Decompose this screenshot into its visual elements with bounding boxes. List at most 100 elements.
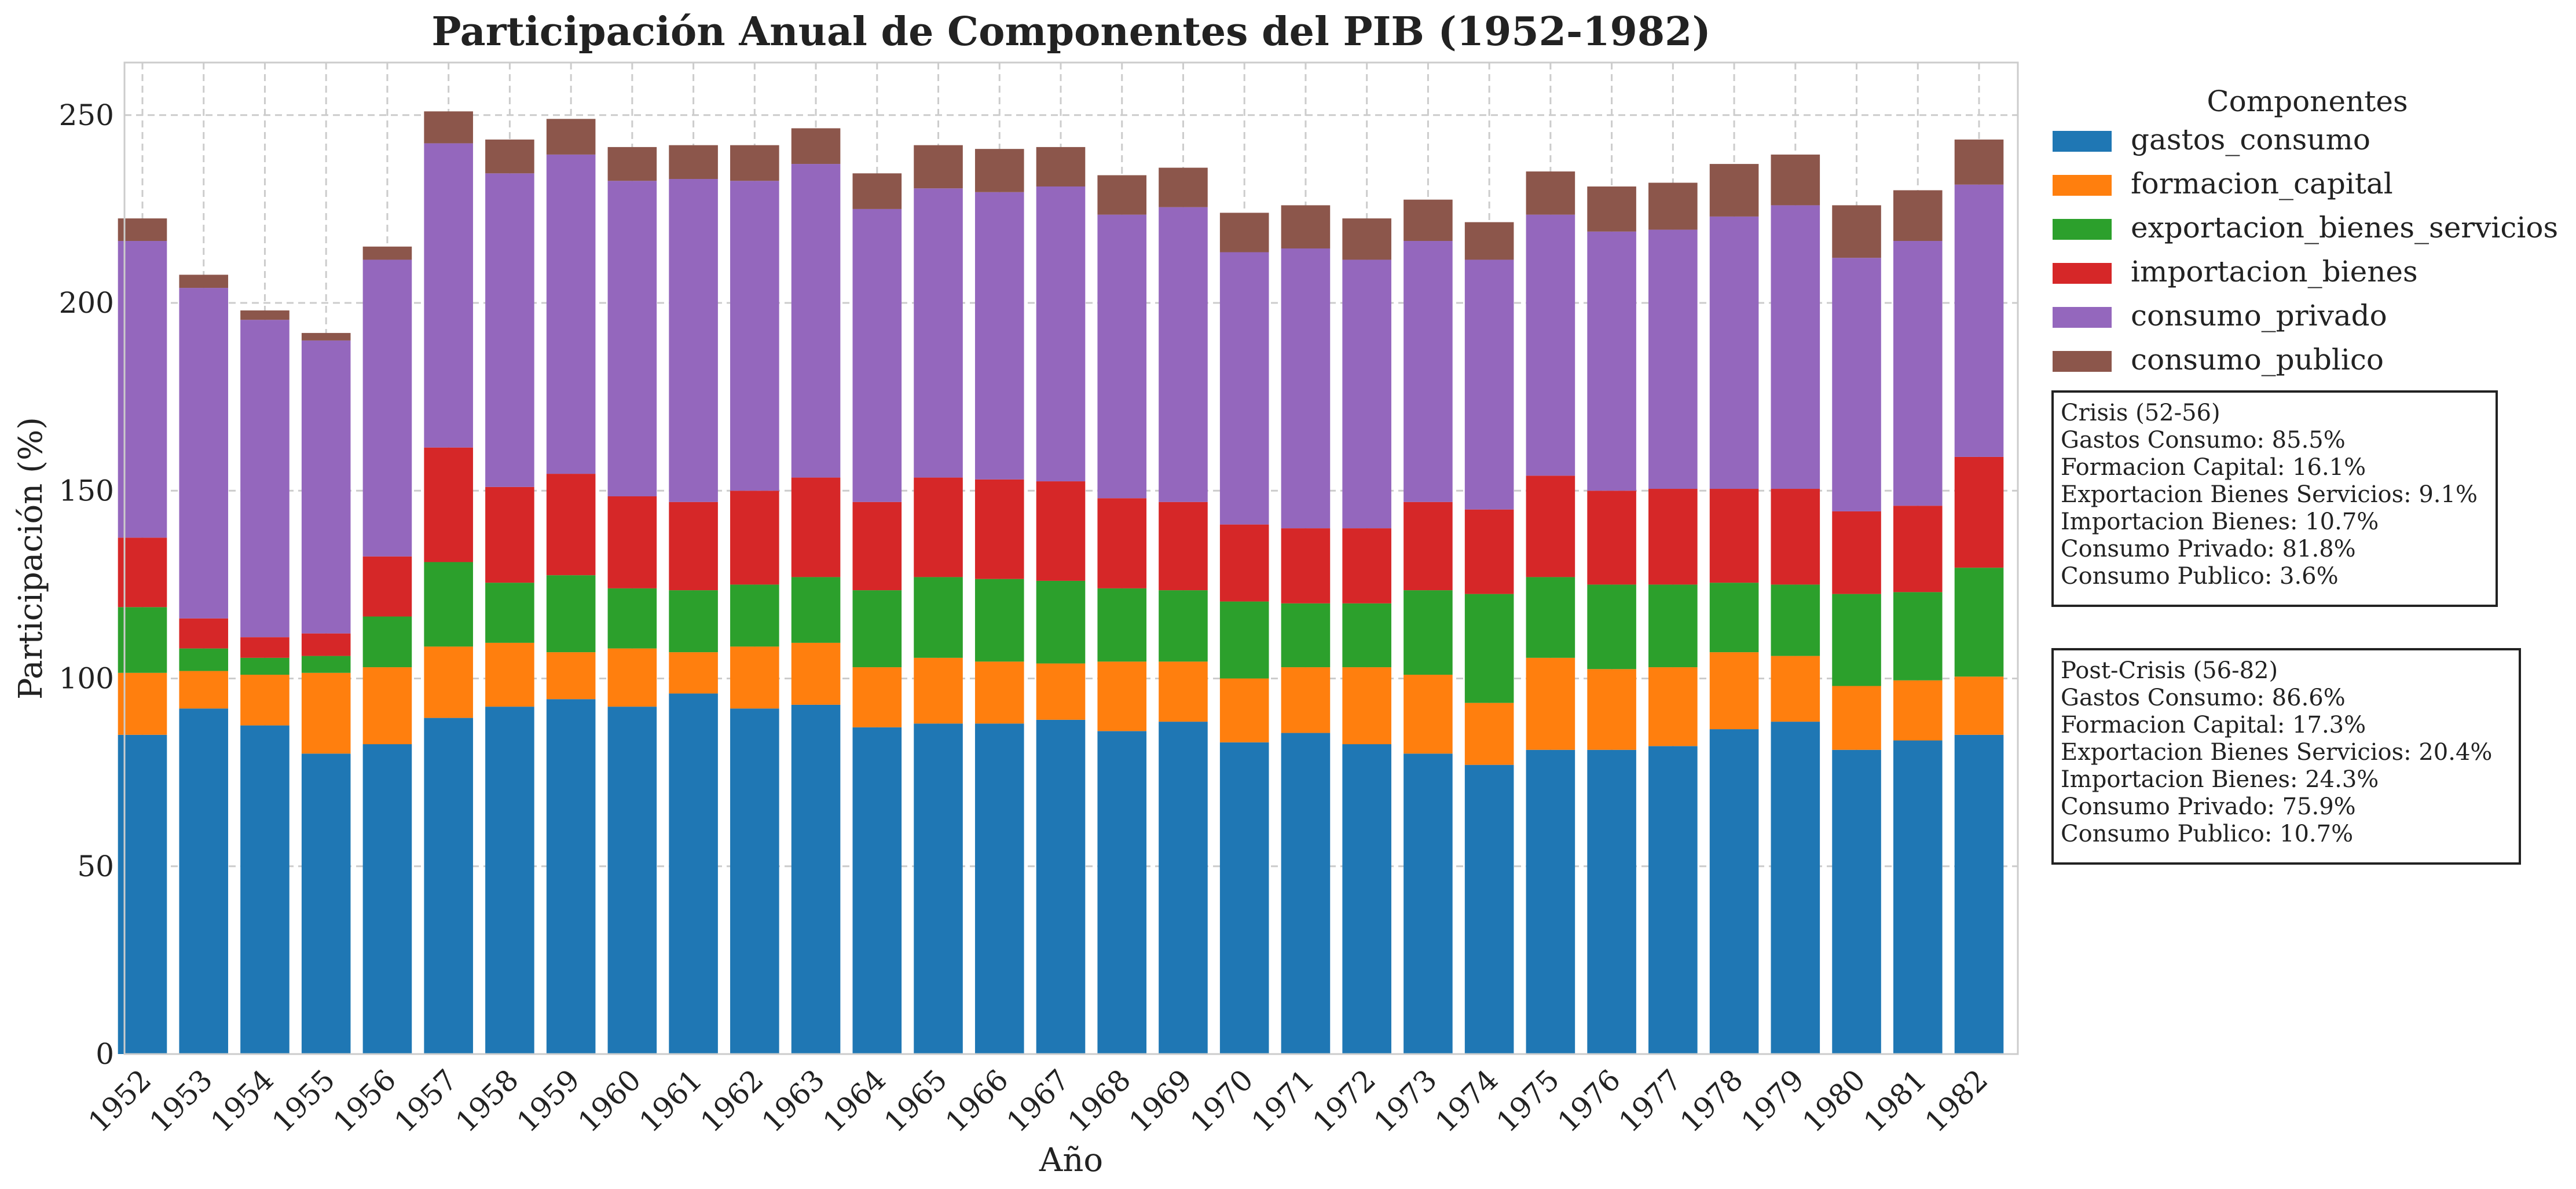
bar-segment-importacion_bienes-1962 — [730, 491, 779, 585]
bar-segment-consumo_publico-1977 — [1648, 182, 1698, 230]
bar-segment-gastos_consumo-1957 — [424, 718, 473, 1054]
bar-segment-importacion_bienes-1975 — [1526, 475, 1575, 577]
bar-segment-gastos_consumo-1978 — [1709, 729, 1759, 1054]
bar-segment-exportacion_bienes_servicios-1981 — [1893, 592, 1943, 681]
annotation-line: Importacion Bienes: 10.7% — [2061, 508, 2379, 535]
bar-segment-consumo_privado-1957 — [424, 143, 473, 448]
legend-label-gastos_consumo: gastos_consumo — [2131, 123, 2370, 156]
bar-segment-importacion_bienes-1965 — [914, 477, 963, 577]
bar-segment-consumo_publico-1963 — [791, 128, 841, 164]
bar-segment-formacion_capital-1981 — [1893, 680, 1943, 741]
bar-segment-exportacion_bienes_servicios-1972 — [1342, 603, 1391, 668]
plot-frame — [123, 61, 2019, 1055]
bar-segment-consumo_privado-1976 — [1587, 231, 1636, 491]
bar-segment-consumo_publico-1974 — [1464, 222, 1514, 260]
bar-segment-consumo_publico-1952 — [118, 218, 167, 242]
bar-segment-consumo_privado-1955 — [301, 340, 351, 634]
bar-segment-formacion_capital-1955 — [301, 672, 351, 754]
bar-segment-consumo_publico-1969 — [1159, 167, 1208, 207]
bar-segment-consumo_privado-1954 — [240, 320, 290, 638]
bar-segment-exportacion_bienes_servicios-1979 — [1771, 584, 1820, 656]
bar-segment-gastos_consumo-1960 — [607, 707, 657, 1054]
bar-segment-consumo_publico-1971 — [1281, 205, 1331, 248]
bar-segment-importacion_bienes-1966 — [974, 479, 1024, 579]
y-axis-label: Participación (%) — [12, 417, 50, 700]
y-tick-label: 200 — [59, 286, 114, 320]
bar-segment-exportacion_bienes_servicios-1956 — [362, 616, 412, 668]
bar-segment-gastos_consumo-1977 — [1648, 746, 1698, 1054]
bar-segment-formacion_capital-1972 — [1342, 667, 1391, 744]
y-tick-label: 50 — [77, 850, 114, 883]
bar-segment-gastos_consumo-1956 — [362, 744, 412, 1054]
annotation-line: Exportacion Bienes Servicios: 9.1% — [2061, 481, 2478, 508]
bar-segment-consumo_publico-1959 — [546, 119, 596, 155]
legend-swatch-consumo_privado — [2053, 307, 2112, 328]
annotation-heading: Crisis (52-56) — [2061, 400, 2220, 426]
bar-segment-importacion_bienes-1972 — [1342, 528, 1391, 603]
bar-segment-gastos_consumo-1968 — [1097, 731, 1147, 1054]
bar-segment-consumo_privado-1973 — [1404, 241, 1453, 502]
bar-segment-exportacion_bienes_servicios-1970 — [1219, 601, 1269, 679]
bar-segment-importacion_bienes-1981 — [1893, 506, 1943, 592]
bar-segment-formacion_capital-1965 — [914, 657, 963, 724]
bar-segment-consumo_publico-1975 — [1526, 171, 1575, 215]
bar-segment-gastos_consumo-1973 — [1404, 753, 1453, 1054]
bar-segment-importacion_bienes-1968 — [1097, 498, 1147, 588]
bar-segment-consumo_privado-1981 — [1893, 241, 1943, 506]
bar-segment-formacion_capital-1974 — [1464, 703, 1514, 765]
bar-segment-importacion_bienes-1967 — [1036, 481, 1086, 581]
annotation-line: Consumo Privado: 75.9% — [2061, 793, 2356, 820]
bar-segment-consumo_privado-1953 — [179, 288, 229, 619]
bar-segment-consumo_publico-1962 — [730, 145, 779, 181]
y-tick-label: 150 — [59, 474, 114, 507]
bar-segment-exportacion_bienes_servicios-1982 — [1954, 568, 2004, 677]
bar-segment-formacion_capital-1959 — [546, 652, 596, 700]
bar-segment-exportacion_bienes_servicios-1967 — [1036, 580, 1086, 664]
bar-segment-gastos_consumo-1955 — [301, 753, 351, 1054]
bar-segment-gastos_consumo-1971 — [1281, 733, 1331, 1054]
annotation-line: Formacion Capital: 17.3% — [2061, 712, 2366, 738]
bar-segment-exportacion_bienes_servicios-1955 — [301, 656, 351, 673]
bar-segment-importacion_bienes-1982 — [1954, 456, 2004, 568]
y-tick-label: 250 — [59, 98, 114, 132]
bar-segment-formacion_capital-1969 — [1159, 661, 1208, 722]
bar-segment-exportacion_bienes_servicios-1963 — [791, 577, 841, 643]
bar-segment-gastos_consumo-1952 — [118, 734, 167, 1054]
annotation-line: Importacion Bienes: 24.3% — [2061, 766, 2379, 793]
bar-segment-exportacion_bienes_servicios-1965 — [914, 577, 963, 658]
annotation-line: Exportacion Bienes Servicios: 20.4% — [2061, 739, 2492, 766]
bar-segment-formacion_capital-1963 — [791, 642, 841, 705]
bar-segment-consumo_publico-1953 — [179, 275, 229, 288]
legend-swatch-exportacion_bienes_servicios — [2053, 219, 2112, 240]
bar-segment-exportacion_bienes_servicios-1969 — [1159, 590, 1208, 662]
bar-segment-importacion_bienes-1961 — [669, 502, 718, 591]
bar-segment-gastos_consumo-1974 — [1464, 764, 1514, 1054]
bar-segment-formacion_capital-1966 — [974, 661, 1024, 724]
annotation-line: Consumo Publico: 10.7% — [2061, 821, 2353, 847]
bar-segment-consumo_publico-1954 — [240, 310, 290, 320]
x-axis-label: Año — [1039, 1142, 1103, 1179]
bar-segment-exportacion_bienes_servicios-1980 — [1832, 594, 1881, 686]
bar-segment-importacion_bienes-1974 — [1464, 509, 1514, 594]
bar-segment-importacion_bienes-1959 — [546, 474, 596, 576]
bar-segment-gastos_consumo-1969 — [1159, 722, 1208, 1054]
bar-segment-consumo_publico-1970 — [1219, 213, 1269, 253]
bar-segment-formacion_capital-1976 — [1587, 669, 1636, 750]
bar-segment-importacion_bienes-1969 — [1159, 502, 1208, 591]
bar-segment-exportacion_bienes_servicios-1966 — [974, 579, 1024, 662]
bar-segment-consumo_publico-1972 — [1342, 218, 1391, 260]
bar-segment-gastos_consumo-1967 — [1036, 719, 1086, 1054]
bar-segment-exportacion_bienes_servicios-1960 — [607, 588, 657, 649]
legend-label-formacion_capital: formacion_capital — [2131, 167, 2393, 200]
bar-segment-importacion_bienes-1956 — [362, 556, 412, 617]
bar-segment-consumo_publico-1957 — [424, 111, 473, 144]
bar-segment-importacion_bienes-1958 — [485, 486, 534, 583]
annotation-box — [2051, 390, 2498, 607]
bar-segment-consumo_publico-1960 — [607, 147, 657, 181]
bar-segment-exportacion_bienes_servicios-1973 — [1404, 590, 1453, 675]
bar-segment-consumo_publico-1981 — [1893, 190, 1943, 242]
bar-segment-gastos_consumo-1972 — [1342, 744, 1391, 1054]
bar-segment-gastos_consumo-1959 — [546, 699, 596, 1054]
annotation-line: Formacion Capital: 16.1% — [2061, 454, 2366, 481]
